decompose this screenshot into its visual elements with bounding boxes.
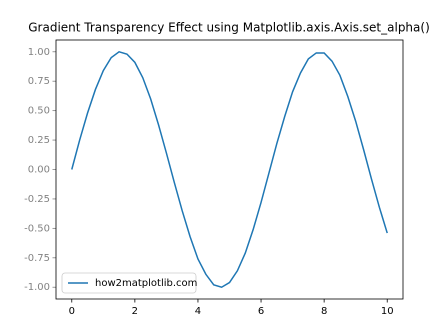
legend: how2matplotlib.com [61,272,197,294]
x-tick-label: 0 [69,306,75,317]
x-tick-label: 4 [195,306,201,317]
y-tick-label: 0.50 [28,106,50,117]
y-tick-label: 0.75 [28,76,50,87]
legend-box [61,272,197,294]
y-tick-label: -0.25 [24,194,50,205]
y-tick-label: 1.00 [28,47,50,58]
y-tick-label: 0.00 [28,165,50,176]
x-tick-label: 6 [258,306,264,317]
y-tick-label: -0.50 [24,223,50,234]
x-tick-label: 8 [321,306,327,317]
x-tick-label: 2 [132,306,138,317]
legend-label: how2matplotlib.com [95,278,197,289]
y-tick-label: -0.75 [24,253,50,264]
y-tick-label: -1.00 [24,282,50,293]
line [71,50,388,289]
chart-title: Gradient Transparency Effect using Matpl… [28,21,430,35]
y-tick-label: 0.25 [28,135,50,146]
x-tick-label: 10 [381,306,394,317]
axes-frame [55,39,404,300]
